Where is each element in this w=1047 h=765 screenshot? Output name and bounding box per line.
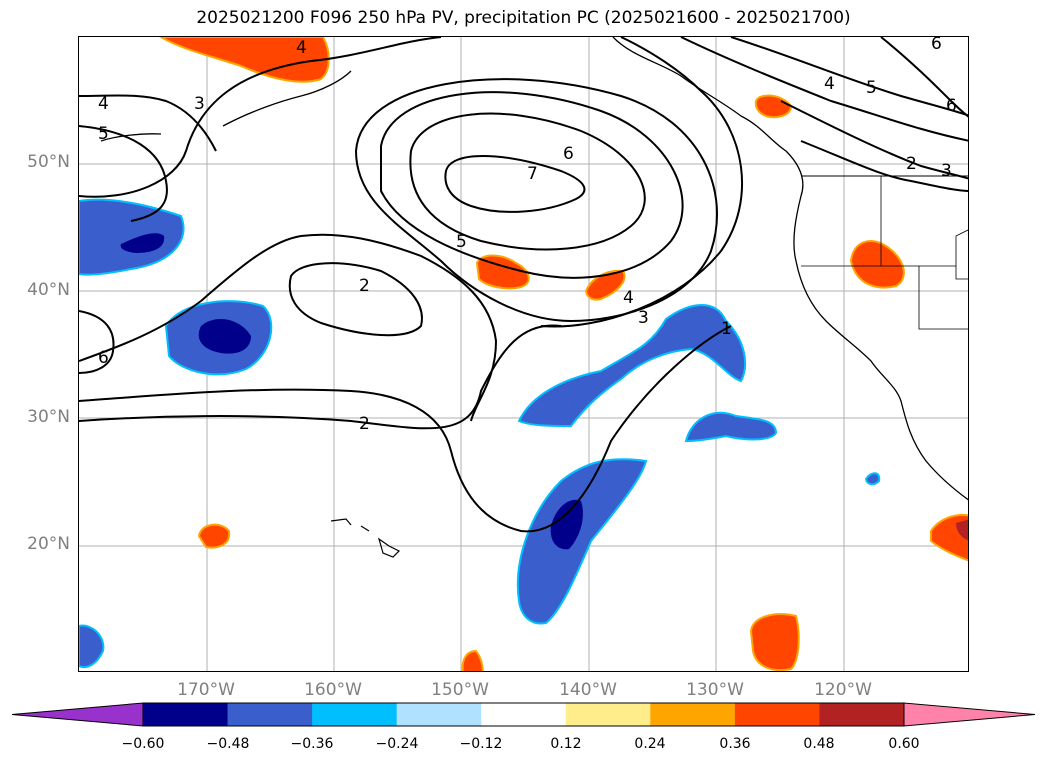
contour-label: 2 bbox=[906, 154, 917, 174]
contour-2-outer bbox=[79, 324, 562, 430]
negative-precip-areas bbox=[79, 198, 881, 669]
contour-label: 6 bbox=[563, 144, 574, 164]
coastlines bbox=[100, 37, 968, 558]
contour-label: 1 bbox=[721, 319, 732, 339]
contour-label: 6 bbox=[931, 37, 942, 54]
contour-label: 7 bbox=[527, 164, 538, 184]
pos-blob-150w-bottom bbox=[461, 649, 484, 671]
colorbar-segment bbox=[312, 703, 398, 726]
neg-core-south bbox=[550, 499, 583, 550]
lat-label-30n: 30°N bbox=[27, 407, 70, 427]
positive-precip-areas bbox=[159, 37, 968, 671]
contour-label: 4 bbox=[623, 288, 634, 308]
contour-label: 4 bbox=[98, 94, 109, 114]
colorbar-extend-low bbox=[11, 702, 144, 727]
map-canvas: 4 3 5 4 5 6 7 6 5 2 4 3 2 1 2 3 6 4 5 6 bbox=[79, 37, 968, 671]
colorbar-tick-label: 0.36 bbox=[719, 736, 751, 752]
contour-3-main bbox=[540, 37, 743, 328]
contour-east-6 bbox=[880, 37, 968, 118]
colorbar-tick-label: −0.24 bbox=[375, 736, 419, 752]
neg-core-170 bbox=[198, 318, 251, 354]
lon-label-160w: 160°W bbox=[304, 680, 362, 700]
colorbar-segments bbox=[11, 702, 1036, 727]
contour-label: 4 bbox=[296, 38, 307, 58]
contour-label: 4 bbox=[824, 74, 835, 94]
colorbar-segment bbox=[650, 703, 736, 726]
colorbar-segment bbox=[734, 703, 820, 726]
contour-label: 2 bbox=[359, 276, 370, 296]
lon-label-130w: 130°W bbox=[686, 680, 744, 700]
lat-label-20n: 20°N bbox=[27, 534, 70, 554]
neg-blob-small-east bbox=[684, 411, 778, 443]
lon-label-140w: 140°W bbox=[559, 680, 617, 700]
pv-contours bbox=[79, 37, 968, 533]
colorbar-tick-label: 0.24 bbox=[634, 736, 666, 752]
lon-label-170w: 170°W bbox=[177, 680, 235, 700]
pos-core-mexico bbox=[956, 519, 968, 541]
contour-5-inner bbox=[380, 91, 684, 279]
colorbar-segment bbox=[565, 703, 651, 726]
neg-blob-sw bbox=[79, 624, 105, 669]
colorbar-tick-label: 0.48 bbox=[803, 736, 835, 752]
colorbar bbox=[11, 702, 1036, 727]
colorbar-segment bbox=[227, 703, 313, 726]
contour-4-left bbox=[79, 94, 217, 152]
colorbar-tick-label: −0.36 bbox=[290, 736, 334, 752]
lat-label-40n: 40°N bbox=[27, 280, 70, 300]
map-title: 2025021200 F096 250 hPa PV, precipitatio… bbox=[196, 8, 851, 28]
contour-label: 5 bbox=[98, 124, 109, 144]
contour-east-4 bbox=[680, 37, 968, 142]
contour-label: 5 bbox=[456, 232, 467, 252]
contour-east-3 bbox=[780, 100, 968, 180]
lon-label-120w: 120°W bbox=[814, 680, 872, 700]
pos-blob-bottom bbox=[749, 613, 800, 671]
neg-blob-south bbox=[516, 458, 648, 625]
contour-labels: 4 3 5 4 5 6 7 6 5 2 4 3 2 1 2 3 6 4 5 6 bbox=[98, 37, 957, 434]
neg-blob-tiny bbox=[864, 472, 881, 486]
pos-blob-168w bbox=[197, 523, 231, 549]
neg-core-west bbox=[120, 233, 165, 253]
contour-3 bbox=[79, 37, 442, 198]
colorbar-tick-label: −0.60 bbox=[121, 736, 165, 752]
pos-blob-148w bbox=[475, 254, 530, 290]
colorbar-tick-label: −0.48 bbox=[206, 736, 250, 752]
pos-blob-coast-north bbox=[754, 94, 793, 119]
lat-label-50n: 50°N bbox=[27, 152, 70, 172]
colorbar-segment bbox=[396, 703, 482, 726]
colorbar-extend-high bbox=[903, 702, 1036, 727]
contour-east-2 bbox=[800, 140, 968, 192]
colorbar-tick-label: 0.12 bbox=[550, 736, 582, 752]
colorbar-segment bbox=[819, 703, 905, 726]
contour-east-5 bbox=[730, 37, 968, 117]
contour-label: 6 bbox=[98, 348, 109, 368]
colorbar-segment bbox=[143, 703, 229, 726]
contour-7 bbox=[444, 155, 586, 213]
lon-label-150w: 150°W bbox=[431, 680, 489, 700]
contour-label: 3 bbox=[638, 308, 649, 328]
contour-label: 5 bbox=[866, 78, 877, 98]
map-area: 4 3 5 4 5 6 7 6 5 2 4 3 2 1 2 3 6 4 5 6 bbox=[78, 36, 969, 672]
contour-label: 6 bbox=[946, 96, 957, 116]
contour-label: 3 bbox=[941, 161, 952, 181]
neg-blob-central bbox=[517, 304, 747, 428]
contour-2-south bbox=[79, 233, 498, 422]
colorbar-tick-label: −0.12 bbox=[459, 736, 503, 752]
contour-label: 3 bbox=[194, 94, 205, 114]
contour-5-left bbox=[79, 125, 168, 222]
colorbar-segment bbox=[481, 703, 567, 726]
contour-2-inner bbox=[288, 262, 423, 337]
contour-6-left bbox=[79, 310, 115, 374]
contour-6-inner bbox=[409, 112, 646, 251]
contour-1 bbox=[79, 325, 732, 533]
pos-blob-nevada bbox=[849, 240, 905, 289]
contour-4 bbox=[354, 78, 718, 323]
neg-blob-west bbox=[79, 198, 185, 276]
contour-label: 2 bbox=[359, 414, 370, 434]
colorbar-tick-label: 0.60 bbox=[888, 736, 920, 752]
